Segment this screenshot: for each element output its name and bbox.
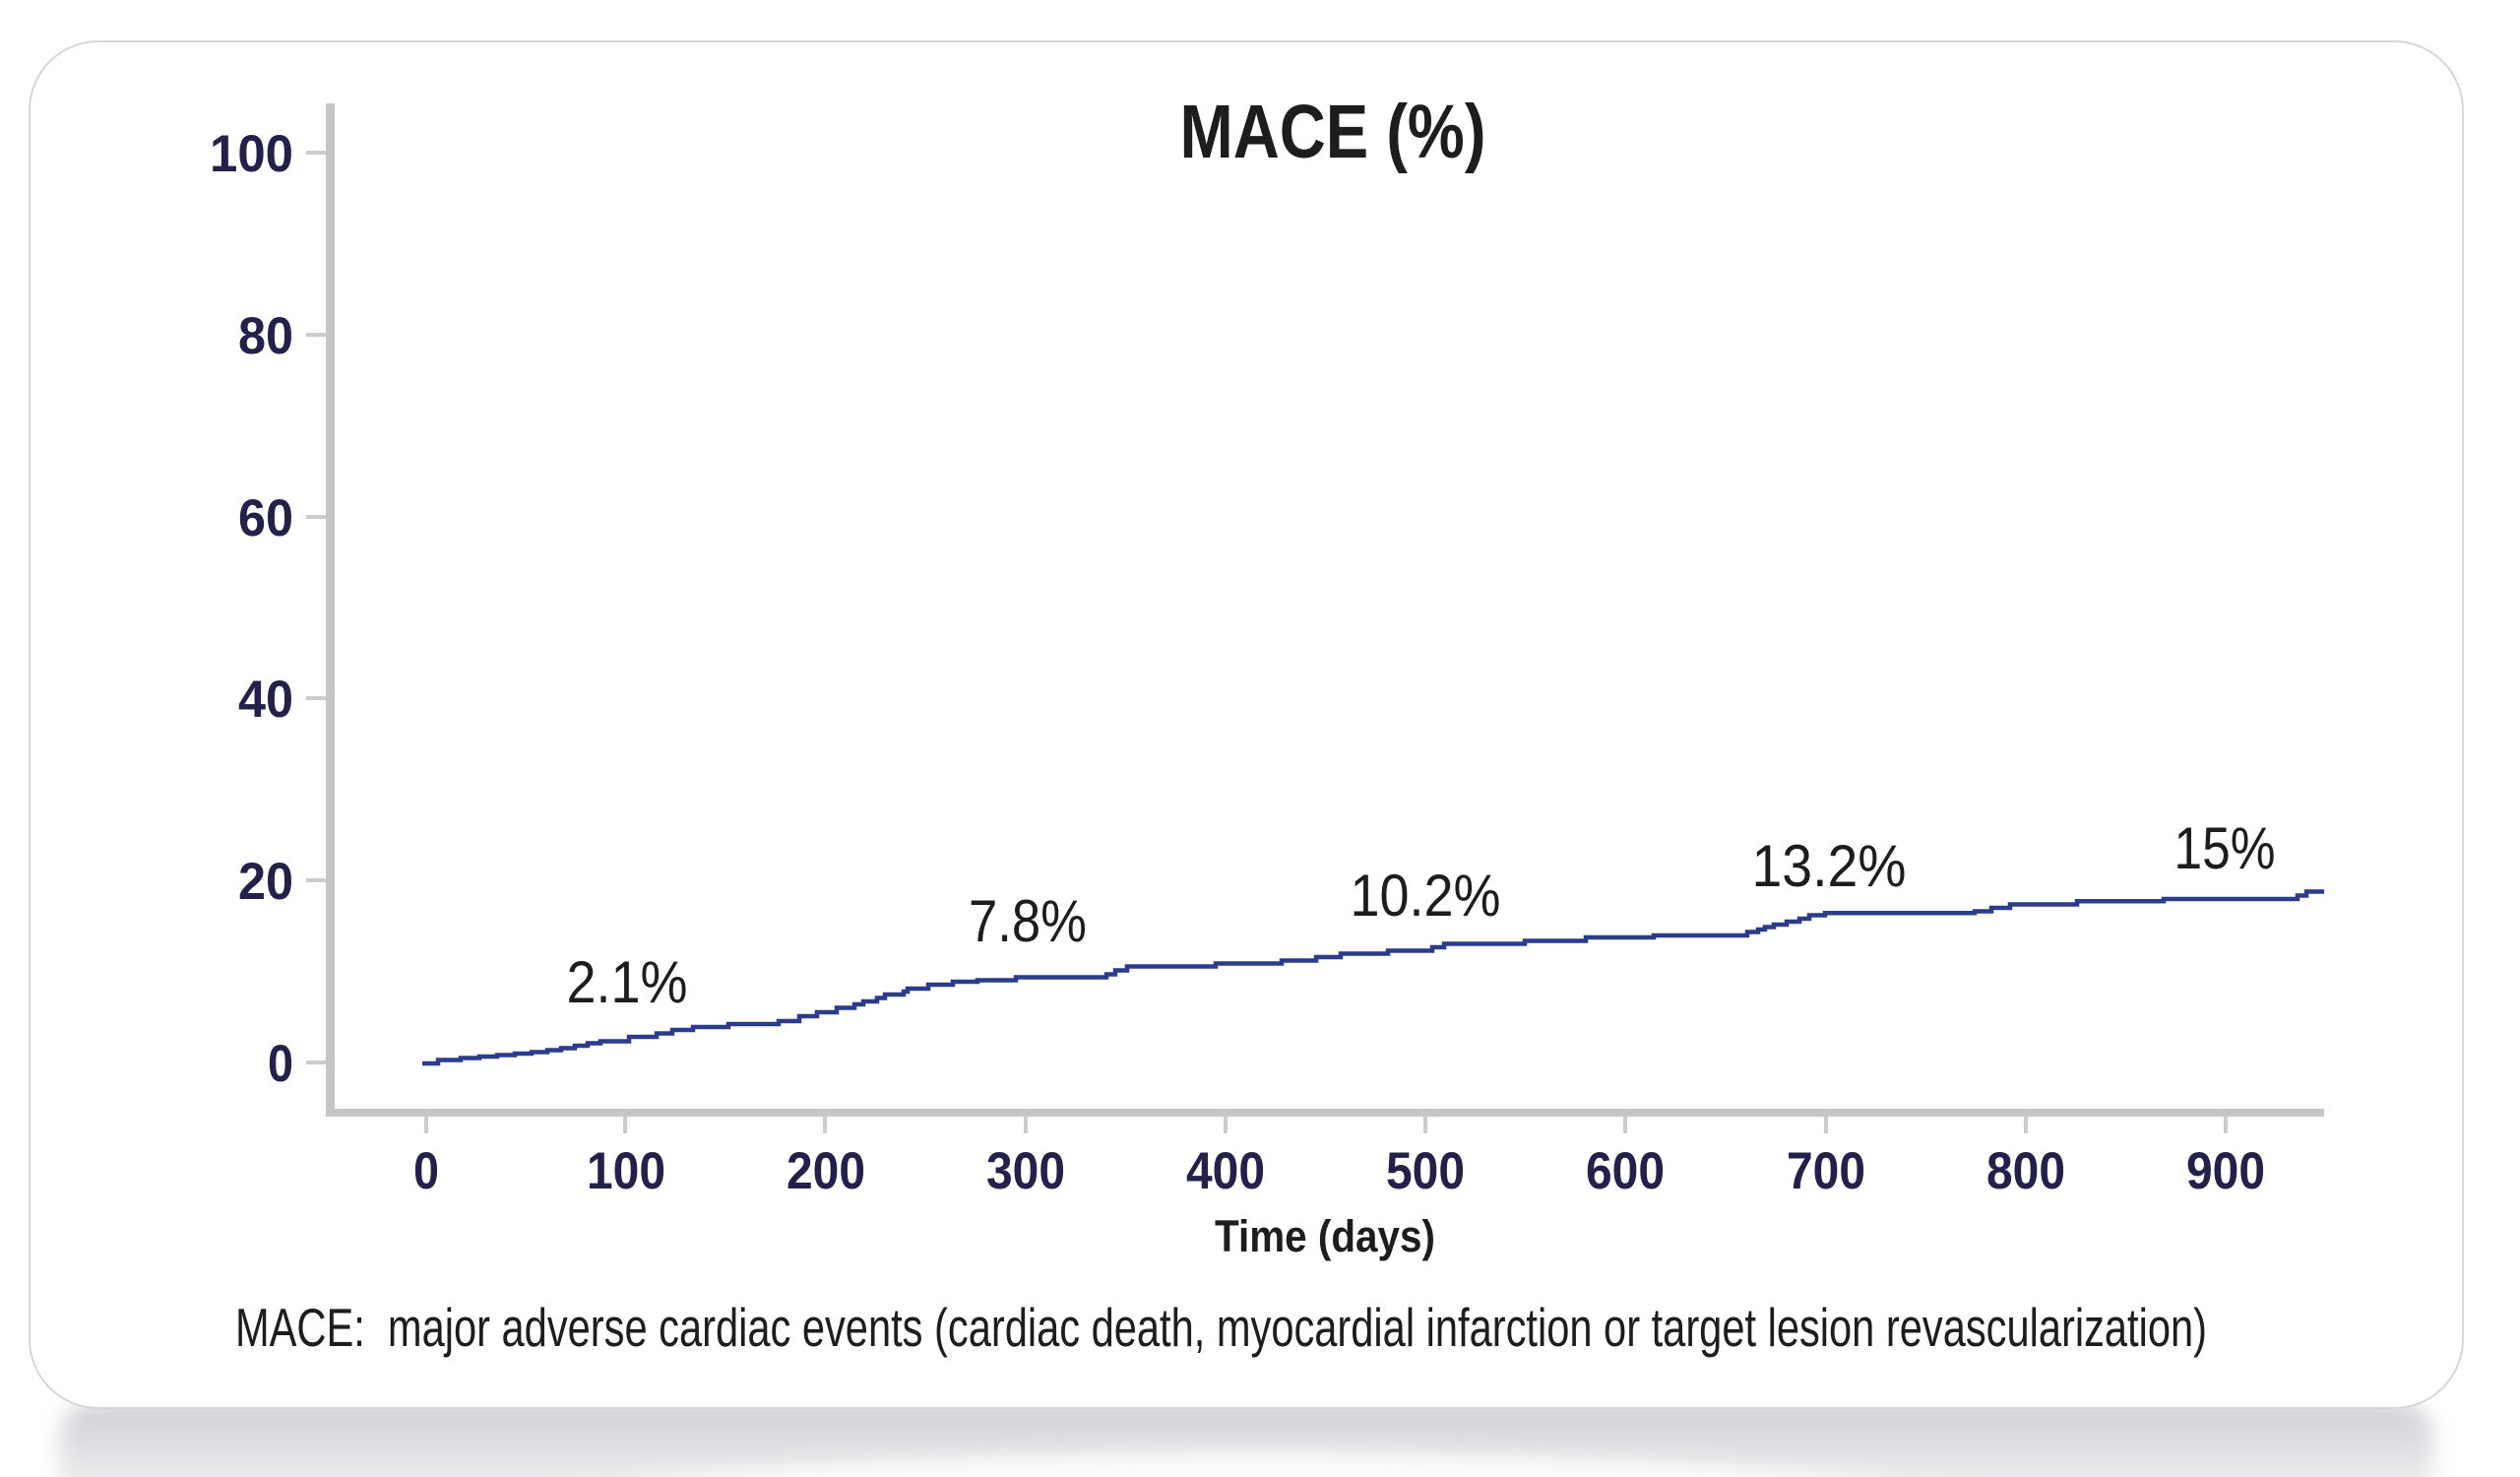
svg-text:800: 800 <box>1986 1142 2065 1200</box>
svg-text:40: 40 <box>238 671 293 729</box>
svg-text:900: 900 <box>2186 1142 2265 1200</box>
svg-text:100: 100 <box>587 1142 665 1200</box>
svg-text:Time (days): Time (days) <box>1215 1211 1435 1261</box>
svg-text:60: 60 <box>238 489 293 547</box>
svg-text:300: 300 <box>986 1142 1065 1200</box>
svg-text:10.2%: 10.2% <box>1351 863 1501 929</box>
svg-text:200: 200 <box>787 1142 865 1200</box>
svg-text:100: 100 <box>210 125 293 183</box>
svg-text:20: 20 <box>238 853 293 911</box>
svg-text:13.2%: 13.2% <box>1752 833 1907 899</box>
svg-text:600: 600 <box>1586 1142 1665 1200</box>
svg-text:80: 80 <box>238 307 293 365</box>
svg-text:MACE: major adverse cardiac e: MACE: major adverse cardiac events (card… <box>235 1297 2207 1358</box>
svg-text:MACE (%): MACE (%) <box>1180 90 1486 174</box>
svg-text:400: 400 <box>1186 1142 1265 1200</box>
svg-text:2.1%: 2.1% <box>567 949 688 1015</box>
svg-text:0: 0 <box>268 1035 293 1093</box>
svg-text:0: 0 <box>413 1142 439 1200</box>
svg-text:700: 700 <box>1787 1142 1865 1200</box>
svg-text:7.8%: 7.8% <box>969 888 1087 954</box>
svg-text:15%: 15% <box>2174 815 2276 881</box>
svg-text:500: 500 <box>1386 1142 1465 1200</box>
